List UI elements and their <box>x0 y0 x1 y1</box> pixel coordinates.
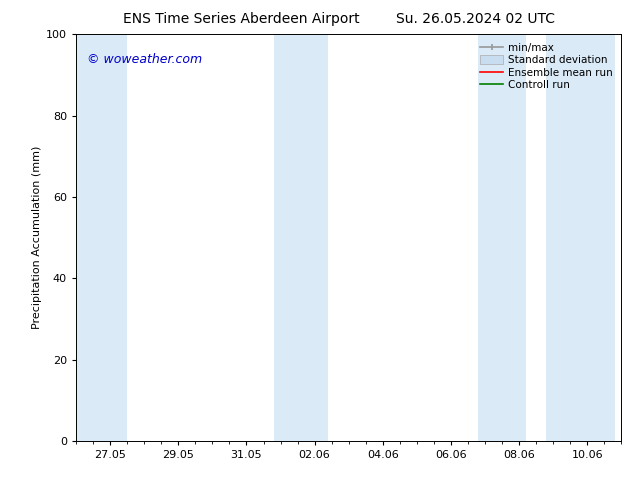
Bar <box>274 34 328 441</box>
Text: ENS Time Series Aberdeen Airport: ENS Time Series Aberdeen Airport <box>122 12 359 26</box>
Bar <box>478 34 526 441</box>
Y-axis label: Precipitation Accumulation (mm): Precipitation Accumulation (mm) <box>32 146 42 329</box>
Bar <box>547 34 614 441</box>
Bar <box>76 34 127 441</box>
Text: © woweather.com: © woweather.com <box>87 52 202 66</box>
Legend: min/max, Standard deviation, Ensemble mean run, Controll run: min/max, Standard deviation, Ensemble me… <box>477 40 616 94</box>
Text: Su. 26.05.2024 02 UTC: Su. 26.05.2024 02 UTC <box>396 12 555 26</box>
